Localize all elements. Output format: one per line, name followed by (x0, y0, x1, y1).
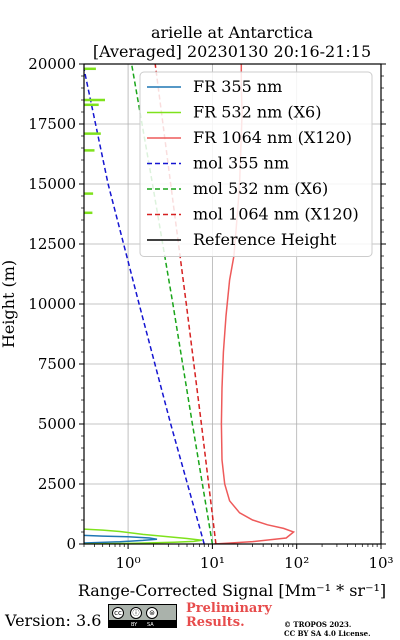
y-tick-label: 10000 (28, 295, 76, 313)
legend-label: mol 532 nm (X6) (193, 179, 328, 198)
axis-ticks: 0 2500 5000 7500 10000 12500 15000 17500 20000 10… (28, 55, 393, 572)
x-axis-label: Range-Corrected Signal [Mm⁻¹ * sr⁻¹] (78, 581, 386, 600)
chart-title: arielle at Antarctica (151, 23, 314, 42)
legend-label: FR 1064 nm (X120) (193, 128, 352, 147)
badge-by-text: BY (131, 622, 138, 628)
y-tick-label: 2500 (38, 475, 76, 493)
legend-label: mol 1064 nm (X120) (193, 205, 359, 224)
y-tick-label: 12500 (28, 235, 76, 253)
cc-icon: cc (112, 607, 124, 619)
y-tick-label: 20000 (28, 55, 76, 73)
plot-series (84, 64, 296, 544)
preliminary-line2: Results. (186, 615, 245, 630)
series-line-4 (130, 64, 214, 544)
y-tick-label: 0 (66, 535, 76, 553)
copyright-notice: © TROPOS 2023. CC BY SA 4.0 License. (284, 620, 371, 638)
legend-label: Reference Height (193, 230, 337, 249)
version-label: Version: 3.6 (5, 611, 102, 630)
y-tick-label: 7500 (38, 355, 76, 373)
cc-license-badge[interactable]: cc ⓘ ⊜ BY SA (108, 604, 177, 628)
lidar-profile-chart: arielle at Antarctica [Averaged] 2023013… (0, 23, 394, 600)
legend-box (139, 71, 373, 257)
x-tick-label: 10³ (368, 554, 393, 572)
x-tick-label: 10² (284, 554, 309, 572)
y-tick-label: 15000 (28, 175, 76, 193)
y-tick-label: 17500 (28, 115, 76, 133)
badge-sa-text: SA (147, 622, 154, 628)
series-line-0 (84, 534, 158, 544)
chart-subtitle: [Averaged] 20230130 20:16-21:15 (93, 42, 371, 61)
attribution-icon: ⓘ (130, 607, 142, 619)
preliminary-line1: Preliminary (186, 601, 272, 616)
y-tick-label: 5000 (38, 415, 76, 433)
copyright-line1: © TROPOS 2023. (284, 620, 352, 629)
preliminary-notice: Preliminary Results. (186, 602, 272, 630)
legend-label: mol 355 nm (193, 154, 289, 173)
y-axis-label: Height (m) (0, 260, 18, 348)
legend-label: FR 532 nm (X6) (193, 103, 321, 122)
series-line-1 (84, 528, 203, 544)
share-alike-icon: ⊜ (146, 607, 158, 619)
series-line-3 (84, 68, 205, 544)
x-tick-label: 10⁰ (116, 554, 141, 572)
copyright-line2: CC BY SA 4.0 License. (284, 629, 371, 638)
legend-label: FR 355 nm (193, 77, 282, 96)
x-tick-label: 10¹ (200, 554, 225, 572)
badge-bar (109, 620, 176, 627)
legend: FR 355 nm FR 532 nm (X6) FR 1064 nm (X120)… (139, 71, 373, 257)
